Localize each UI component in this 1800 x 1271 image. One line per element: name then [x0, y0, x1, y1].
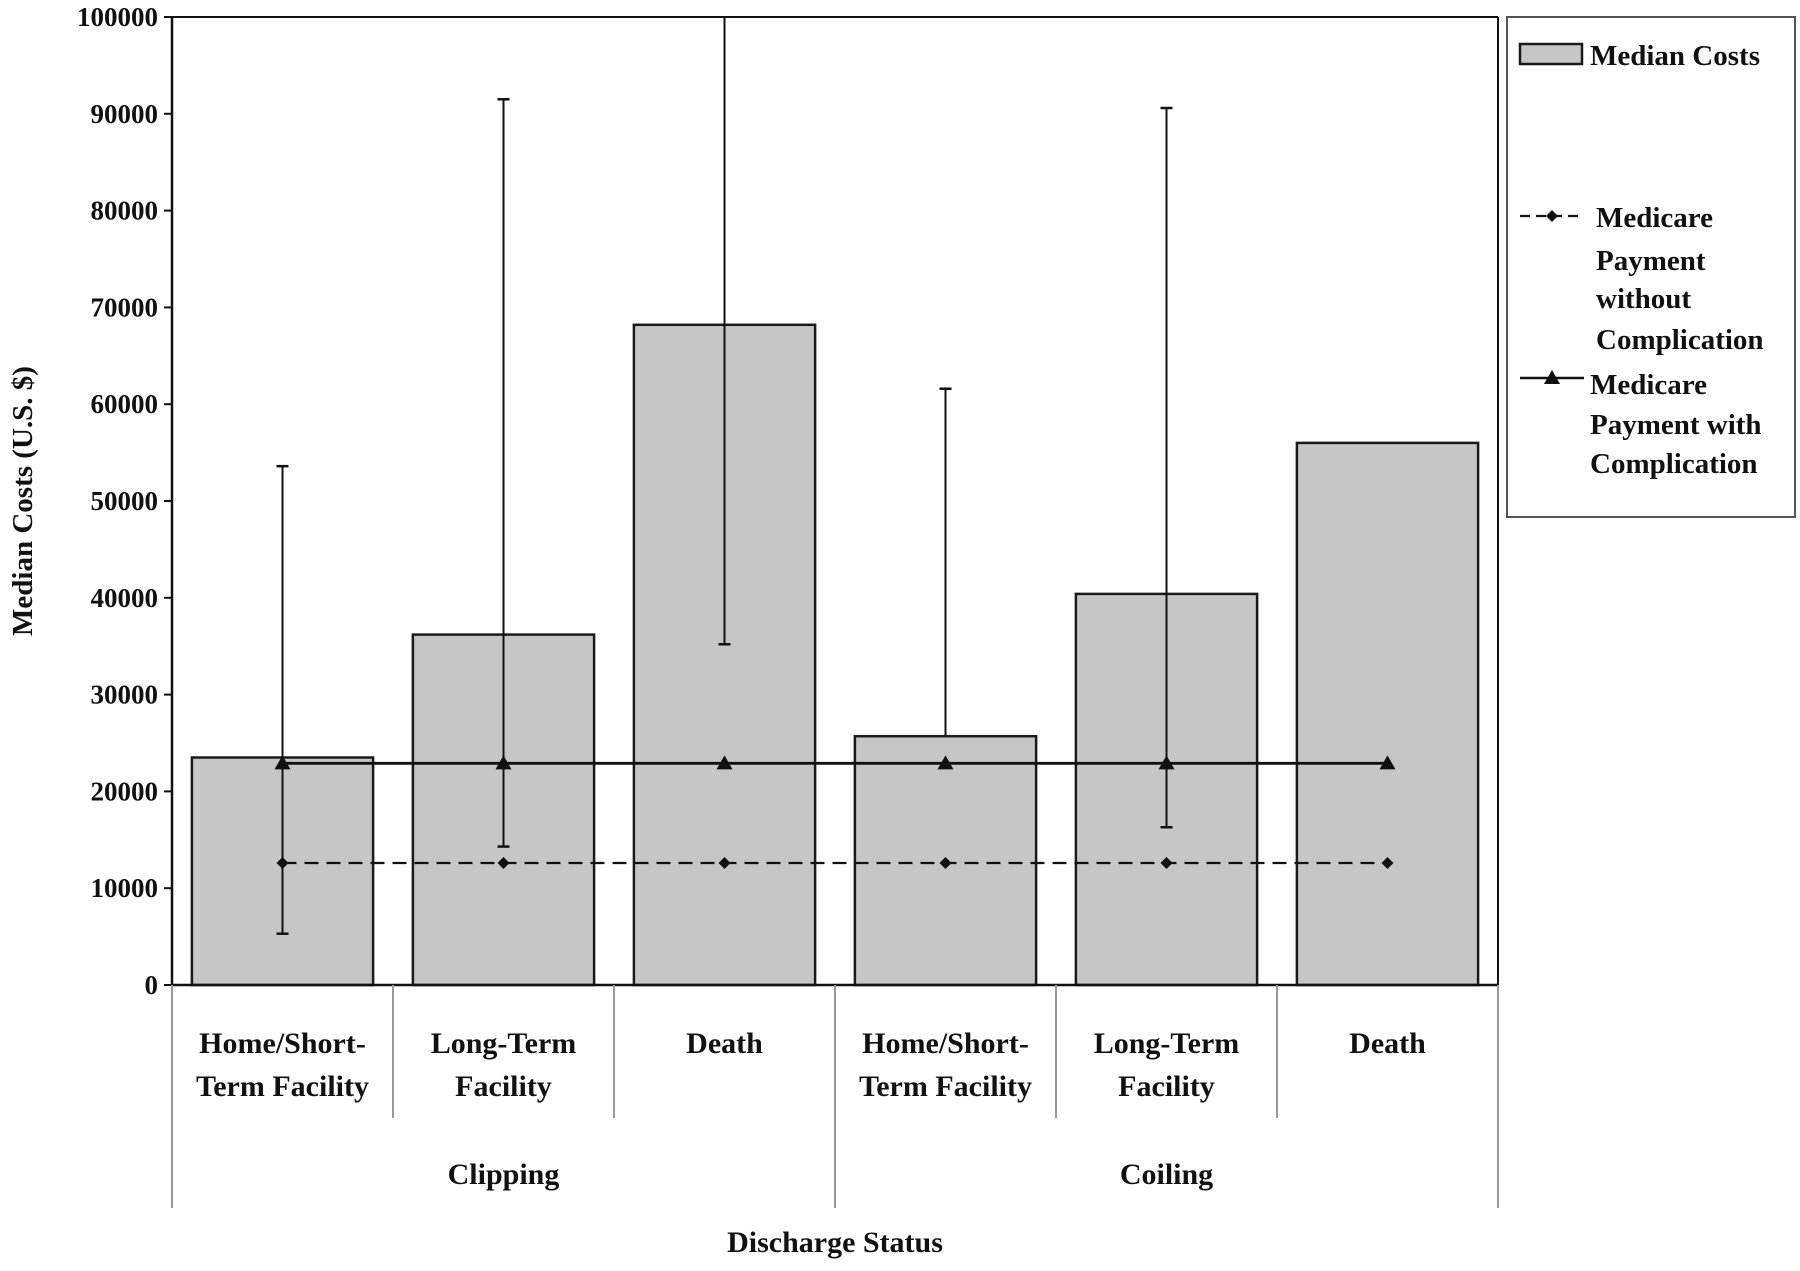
category-label: Death	[686, 1027, 763, 1060]
category-label: Term Facility	[859, 1070, 1032, 1103]
category-label: Home/Short-	[862, 1027, 1029, 1060]
y-tick-label: 70000	[91, 292, 159, 322]
legend-label: Medicare	[1590, 369, 1707, 401]
marker-triangle-with-complication	[937, 755, 954, 770]
group-label: Coiling	[1120, 1158, 1213, 1191]
legend-marker-diamond	[1546, 210, 1558, 222]
bar-median-cost	[1295, 441, 1480, 987]
legend-label: Median Costs	[1590, 40, 1760, 72]
category-label: Facility	[1118, 1070, 1215, 1103]
legend-box	[1506, 16, 1796, 518]
y-tick-label: 20000	[91, 776, 159, 806]
legend-swatch-median-costs	[1518, 42, 1584, 66]
marker-triangle-with-complication	[1379, 755, 1396, 770]
marker-diamond-without-complication	[497, 857, 510, 870]
marker-diamond-without-complication	[1160, 857, 1173, 870]
y-tick-label: 90000	[91, 99, 159, 129]
y-axis-title: Median Costs (U.S. $)	[7, 366, 39, 636]
y-tick-label: 80000	[91, 196, 159, 226]
category-label: Long-Term	[431, 1027, 577, 1060]
y-tick-label: 60000	[91, 389, 159, 419]
y-tick-label: 10000	[91, 873, 159, 903]
category-label: Term Facility	[196, 1070, 369, 1103]
marker-triangle-with-complication	[716, 755, 733, 770]
y-tick-label: 50000	[91, 486, 159, 516]
legend: Median Costs Medicare Payment without Compli…	[1506, 16, 1796, 518]
group-label: Clipping	[448, 1158, 560, 1191]
error-bars-layer	[276, 17, 1173, 935]
legend-label: Medicare	[1596, 202, 1713, 234]
marker-diamond-without-complication	[1381, 857, 1394, 870]
legend-label: Complication	[1596, 324, 1764, 356]
y-tick-label: 0	[145, 970, 159, 1000]
y-tick-label: 40000	[91, 583, 159, 613]
lines-layer	[274, 755, 1396, 870]
category-label: Facility	[455, 1070, 552, 1103]
legend-label: Complication	[1590, 448, 1758, 480]
marker-diamond-without-complication	[939, 857, 952, 870]
y-tick-label: 30000	[91, 680, 159, 710]
category-label: Long-Term	[1094, 1027, 1240, 1060]
legend-label: Payment	[1596, 245, 1706, 277]
marker-diamond-without-complication	[718, 857, 731, 870]
category-label: Death	[1349, 1027, 1426, 1060]
bars-layer	[190, 323, 1480, 987]
legend-label: Payment with	[1590, 409, 1762, 441]
x-axis-title: Discharge Status	[727, 1226, 943, 1259]
labels-layer: 0 10000 20000 30000 40000 50000 60000 70000 8000…	[7, 2, 1426, 1259]
y-tick-label: 100000	[77, 2, 158, 32]
axes-layer	[164, 16, 1499, 1208]
category-label: Home/Short-	[199, 1027, 366, 1060]
legend-label: without	[1596, 283, 1691, 315]
legend-marker-triangle	[1544, 370, 1560, 384]
